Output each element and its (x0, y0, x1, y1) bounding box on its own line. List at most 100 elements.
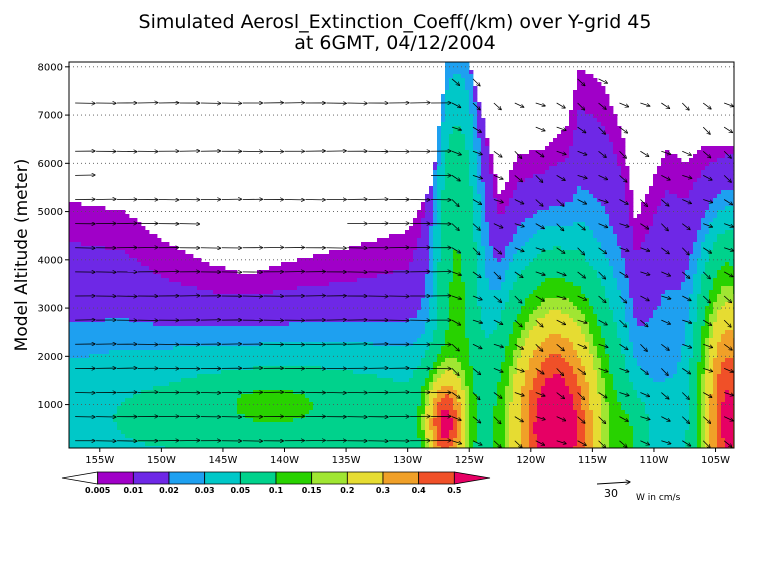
contour-cell (445, 262, 450, 267)
contour-cell (709, 242, 714, 247)
contour-cell (585, 114, 590, 119)
contour-cell (209, 306, 214, 311)
contour-cell (525, 158, 530, 163)
contour-cell (137, 278, 142, 283)
contour-cell (717, 202, 722, 207)
contour-cell (601, 214, 606, 219)
contour-cell (469, 222, 474, 227)
contour-cell (97, 246, 102, 251)
contour-cell (473, 98, 478, 103)
contour-cell (85, 238, 90, 243)
contour-cell (105, 298, 110, 303)
contour-cell (357, 262, 362, 267)
contour-cell (573, 182, 578, 187)
contour-cell (245, 306, 250, 311)
contour-cell (321, 302, 326, 307)
contour-cell (597, 182, 602, 187)
contour-cell (613, 290, 618, 295)
contour-cell (197, 302, 202, 307)
contour-cell (477, 254, 482, 259)
contour-cell (409, 250, 414, 255)
contour-cell (641, 298, 646, 303)
contour-cell (565, 146, 570, 151)
contour-cell (385, 298, 390, 303)
contour-cell (725, 294, 730, 299)
contour-cell (593, 106, 598, 111)
contour-cell (569, 274, 574, 279)
contour-cell (301, 290, 306, 295)
contour-cell (565, 194, 570, 199)
contour-cell (129, 310, 134, 315)
contour-cell (649, 306, 654, 311)
contour-cell (561, 266, 566, 271)
contour-cell (93, 290, 98, 295)
contour-cell (485, 250, 490, 255)
contour-cell (213, 266, 218, 271)
contour-cell (541, 198, 546, 203)
contour-cell (417, 266, 422, 271)
contour-cell (577, 138, 582, 143)
contour-cell (565, 186, 570, 191)
contour-cell (533, 282, 538, 287)
contour-cell (541, 250, 546, 255)
contour-cell (69, 246, 74, 251)
contour-cell (349, 290, 354, 295)
contour-cell (205, 302, 210, 307)
contour-cell (461, 262, 466, 267)
contour-cell (485, 262, 490, 267)
contour-cell (465, 226, 470, 231)
contour-cell (661, 286, 666, 291)
contour-cell (421, 218, 426, 223)
contour-cell (389, 274, 394, 279)
contour-cell (661, 206, 666, 211)
contour-cell (701, 190, 706, 195)
contour-cell (101, 274, 106, 279)
contour-cell (393, 266, 398, 271)
contour-cell (529, 214, 534, 219)
contour-cell (485, 310, 490, 315)
contour-cell (265, 310, 270, 315)
contour-cell (665, 262, 670, 267)
contour-cell (449, 82, 454, 87)
contour-cell (97, 250, 102, 255)
contour-cell (457, 306, 462, 311)
contour-cell (477, 306, 482, 311)
contour-cell (385, 242, 390, 247)
contour-cell (605, 94, 610, 99)
contour-cell (481, 138, 486, 143)
contour-cell (185, 262, 190, 267)
contour-cell (673, 174, 678, 179)
contour-cell (101, 302, 106, 307)
contour-cell (585, 182, 590, 187)
contour-cell (221, 274, 226, 279)
contour-cell (141, 262, 146, 267)
contour-cell (537, 250, 542, 255)
contour-cell (629, 278, 634, 283)
contour-cell (417, 222, 422, 227)
contour-cell (577, 246, 582, 251)
contour-cell (609, 146, 614, 151)
contour-cell (513, 178, 518, 183)
contour-cell (477, 302, 482, 307)
contour-cell (449, 230, 454, 235)
contour-cell (525, 290, 530, 295)
contour-cell (149, 278, 154, 283)
contour-cell (281, 274, 286, 279)
contour-cell (305, 302, 310, 307)
contour-cell (309, 310, 314, 315)
contour-cell (69, 302, 74, 307)
contour-cell (577, 262, 582, 267)
contour-cell (709, 202, 714, 207)
contour-cell (73, 254, 78, 259)
contour-cell (629, 210, 634, 215)
contour-cell (529, 158, 534, 163)
contour-cell (153, 234, 158, 239)
contour-cell (261, 282, 266, 287)
contour-cell (473, 206, 478, 211)
contour-cell (481, 130, 486, 135)
contour-cell (705, 190, 710, 195)
contour-cell (693, 166, 698, 171)
contour-cell (417, 290, 422, 295)
contour-cell (449, 94, 454, 99)
contour-cell (441, 238, 446, 243)
